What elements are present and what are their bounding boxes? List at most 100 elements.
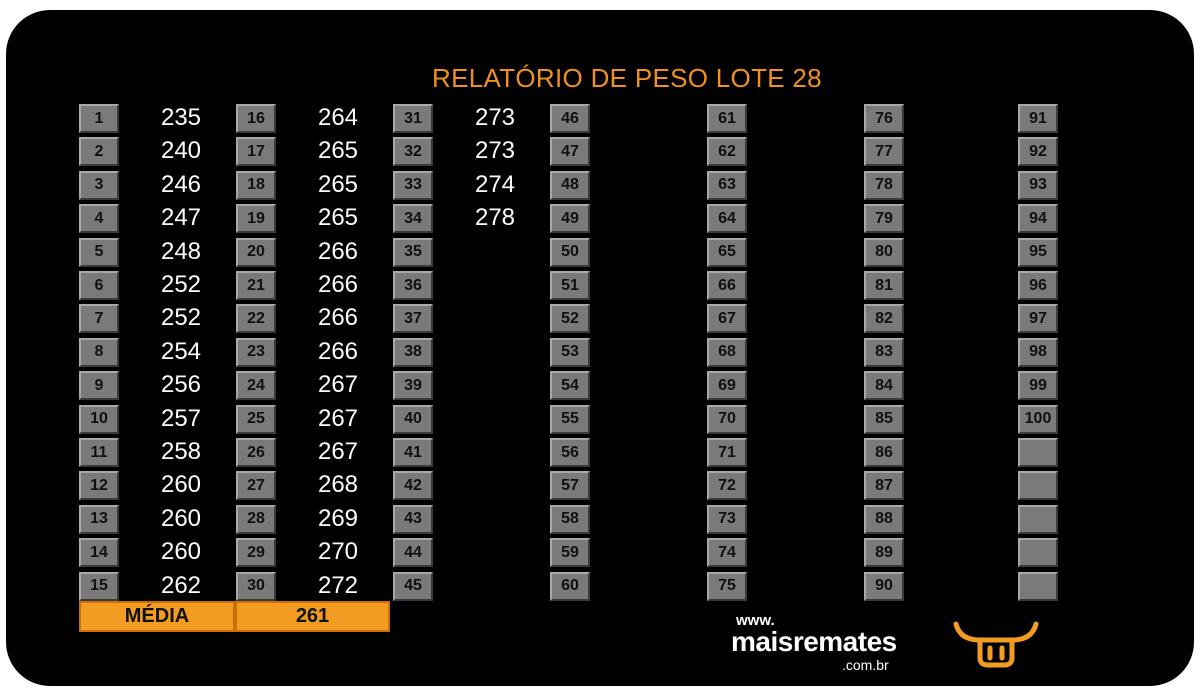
lot-number-cell: 81 (864, 271, 904, 300)
lot-number-cell: 30 (236, 571, 276, 601)
lot-number-cell: 59 (550, 538, 590, 568)
weight-value: 270 (317, 538, 359, 566)
report-panel (6, 10, 1194, 686)
lot-number-cell: 58 (550, 504, 590, 534)
lot-number-cell: 99 (1018, 371, 1058, 401)
weight-value: 258 (160, 438, 202, 465)
lot-number-cell: 100 (1018, 404, 1058, 434)
lot-number-cell: 57 (550, 471, 590, 501)
lot-number-cell: 25 (236, 404, 276, 434)
lot-number-cell: 22 (236, 304, 276, 334)
lot-number-cell: 17 (236, 137, 276, 167)
lot-number-cell: 41 (393, 438, 433, 467)
lot-number-cell: 6 (79, 271, 119, 300)
weight-value: 265 (317, 170, 359, 198)
lot-number-cell: 86 (864, 438, 904, 467)
lot-number-cell: 76 (864, 104, 904, 133)
lot-number-cell: 4 (79, 204, 119, 234)
weight-value: 262 (160, 571, 202, 599)
brand-domain: .com.br (842, 657, 889, 673)
lot-number-cell: 36 (393, 271, 433, 300)
lot-number-cell: 23 (236, 337, 276, 367)
lot-number-cell: 64 (707, 204, 747, 234)
weight-value: 267 (317, 404, 359, 432)
weight-value: 266 (317, 337, 359, 365)
lot-number-cell (1018, 471, 1058, 501)
lot-number-cell: 18 (236, 170, 276, 200)
lot-number-cell: 35 (393, 237, 433, 267)
lot-number-cell: 85 (864, 404, 904, 434)
lot-number-cell: 40 (393, 404, 433, 434)
lot-number-cell: 65 (707, 237, 747, 267)
lot-number-cell: 14 (79, 538, 119, 568)
lot-number-cell: 80 (864, 237, 904, 267)
weight-value: 256 (160, 371, 202, 399)
lot-number-cell: 90 (864, 571, 904, 601)
lot-number-cell: 16 (236, 104, 276, 133)
weight-value: 248 (160, 237, 202, 265)
weight-value: 260 (160, 504, 202, 532)
weight-value: 268 (317, 471, 359, 499)
lot-number-cell: 67 (707, 304, 747, 334)
lot-number-cell (1018, 438, 1058, 467)
weight-value: 240 (160, 137, 202, 165)
weight-value: 273 (474, 104, 516, 131)
lot-number-cell: 34 (393, 204, 433, 234)
lot-number-cell: 15 (79, 571, 119, 601)
weight-value: 260 (160, 471, 202, 499)
lot-number-cell: 55 (550, 404, 590, 434)
lot-number-cell: 97 (1018, 304, 1058, 334)
lot-number-cell: 91 (1018, 104, 1058, 133)
lot-number-cell: 70 (707, 404, 747, 434)
weight-value: 265 (317, 204, 359, 232)
lot-number-cell (1018, 538, 1058, 568)
lot-number-cell: 12 (79, 471, 119, 501)
weight-value: 264 (317, 104, 359, 131)
lot-number-cell: 53 (550, 337, 590, 367)
lot-number-cell: 78 (864, 170, 904, 200)
weight-value: 267 (317, 371, 359, 399)
lot-number-cell: 49 (550, 204, 590, 234)
lot-number-cell: 33 (393, 170, 433, 200)
lot-number-cell: 44 (393, 538, 433, 568)
lot-number-cell: 26 (236, 438, 276, 467)
weight-value: 273 (474, 137, 516, 165)
lot-number-cell: 54 (550, 371, 590, 401)
weight-value: 257 (160, 404, 202, 432)
lot-number-cell: 63 (707, 170, 747, 200)
weight-value: 260 (160, 538, 202, 566)
lot-number-cell: 28 (236, 504, 276, 534)
lot-number-cell: 56 (550, 438, 590, 467)
lot-number-cell: 50 (550, 237, 590, 267)
lot-number-cell: 1 (79, 104, 119, 133)
lot-number-cell: 45 (393, 571, 433, 601)
lot-number-cell: 37 (393, 304, 433, 334)
lot-number-cell: 20 (236, 237, 276, 267)
lot-number-cell: 10 (79, 404, 119, 434)
weight-value: 235 (160, 104, 202, 131)
weight-value: 269 (317, 504, 359, 532)
lot-number-cell: 60 (550, 571, 590, 601)
lot-number-cell: 24 (236, 371, 276, 401)
weight-value: 252 (160, 304, 202, 332)
lot-number-cell: 94 (1018, 204, 1058, 234)
weight-value: 246 (160, 170, 202, 198)
lot-number-cell: 75 (707, 571, 747, 601)
weight-value: 272 (317, 571, 359, 599)
lot-number-cell: 38 (393, 337, 433, 367)
lot-number-cell: 29 (236, 538, 276, 568)
lot-number-cell: 82 (864, 304, 904, 334)
lot-number-cell: 74 (707, 538, 747, 568)
weight-value: 254 (160, 337, 202, 365)
lot-number-cell: 13 (79, 504, 119, 534)
lot-number-cell: 2 (79, 137, 119, 167)
lot-number-cell: 79 (864, 204, 904, 234)
lot-number-cell: 8 (79, 337, 119, 367)
lot-number-cell: 5 (79, 237, 119, 267)
weight-value: 266 (317, 271, 359, 298)
lot-number-cell: 61 (707, 104, 747, 133)
weight-value: 278 (474, 204, 516, 232)
lot-number-cell: 98 (1018, 337, 1058, 367)
lot-number-cell: 83 (864, 337, 904, 367)
lot-number-cell: 51 (550, 271, 590, 300)
